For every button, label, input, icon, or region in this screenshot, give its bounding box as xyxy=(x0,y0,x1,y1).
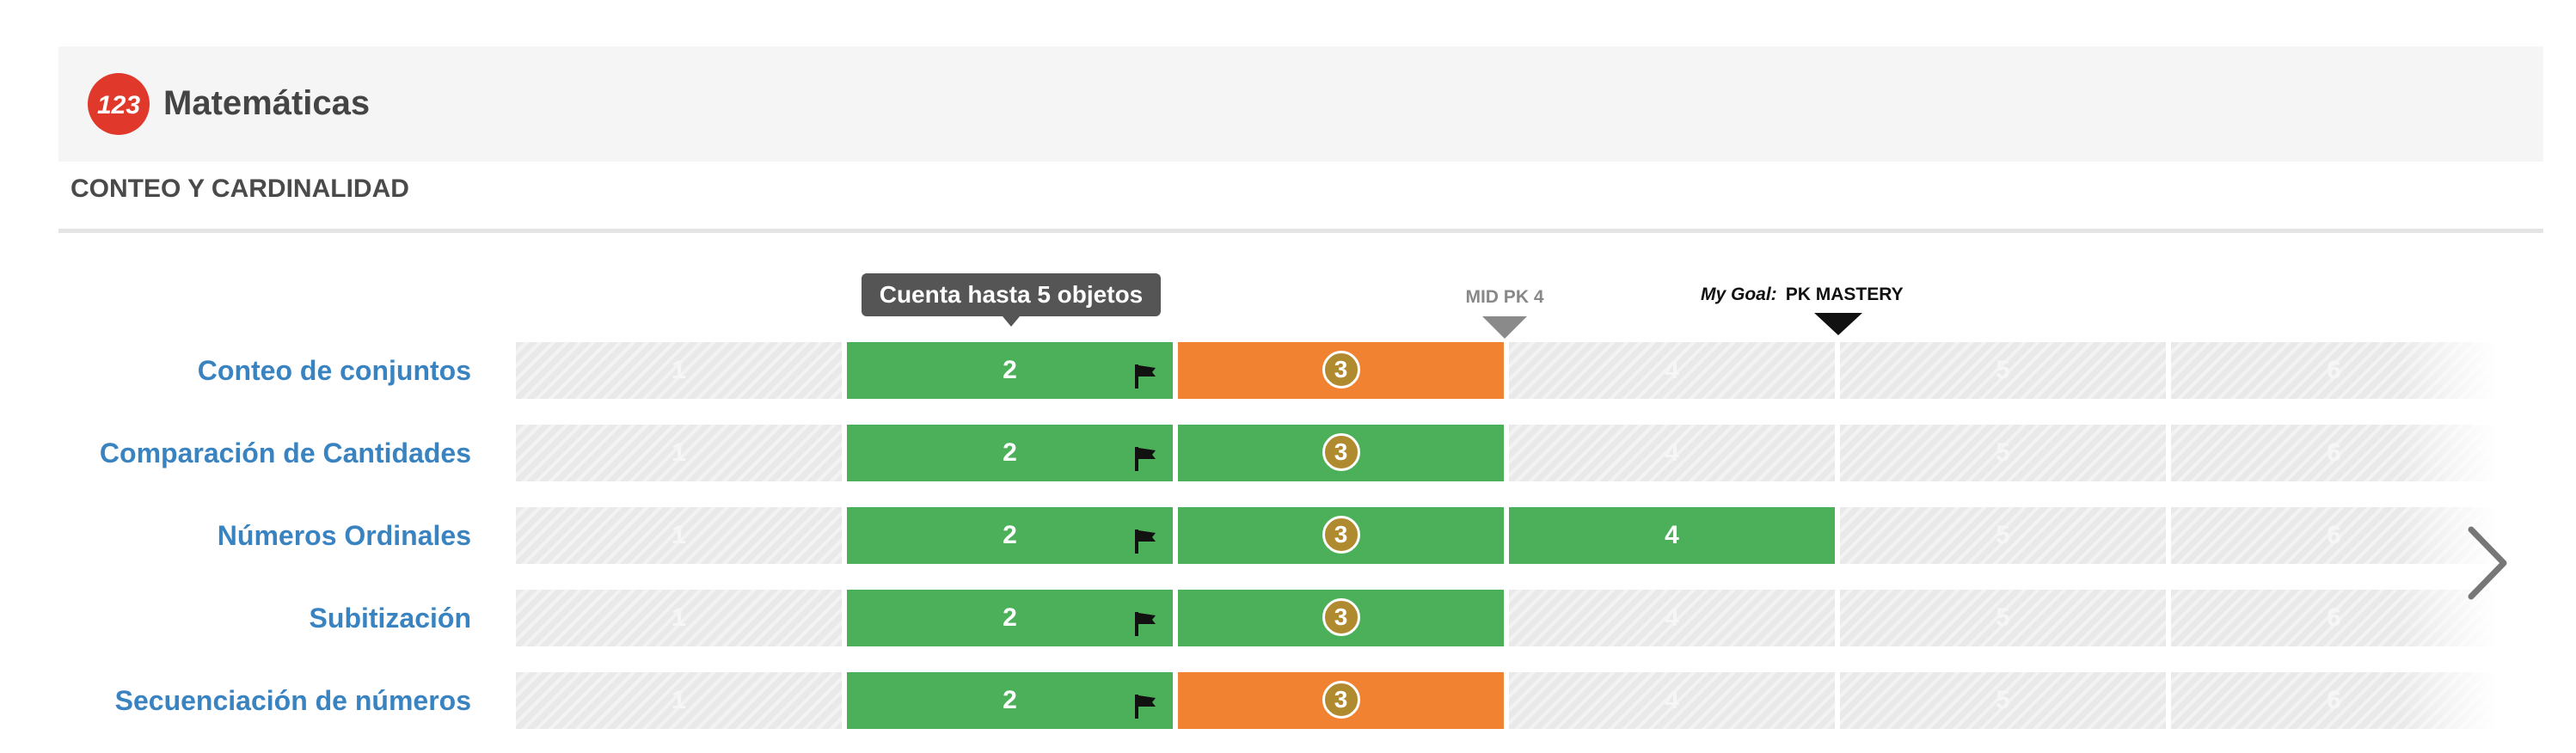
level-cell-5[interactable]: 5 xyxy=(1840,672,2166,729)
level-number: 6 xyxy=(2327,521,2341,549)
level-cell-3[interactable]: 3 xyxy=(1178,672,1504,729)
level-cell-4[interactable]: 4 xyxy=(1509,507,1835,564)
subject-title: Matemáticas xyxy=(163,84,371,122)
skill-progress-row: 1 2 3 4 5 6 xyxy=(516,425,2497,481)
level-cell-3[interactable]: 3 xyxy=(1178,507,1504,564)
level-cell-3[interactable]: 3 xyxy=(1178,342,1504,399)
goal-marker: My Goal: PK MASTERY xyxy=(1701,285,1941,305)
level-cell-5[interactable]: 5 xyxy=(1840,507,2166,564)
level-cell-4[interactable]: 4 xyxy=(1509,672,1835,729)
level-number: 5 xyxy=(1996,686,2010,714)
level-number: 1 xyxy=(672,438,686,467)
goal-marker-triangle-icon xyxy=(1814,313,1862,335)
level-cell-3[interactable]: 3 xyxy=(1178,425,1504,481)
section-title: CONTEO Y CARDINALIDAD xyxy=(71,174,409,203)
level-cell-5[interactable]: 5 xyxy=(1840,425,2166,481)
level-cell-2[interactable]: 2 xyxy=(847,425,1173,481)
level-cell-6[interactable]: 6 xyxy=(2171,590,2497,646)
current-level-number: 3 xyxy=(1322,351,1360,389)
level-number: 4 xyxy=(1665,603,1679,632)
skill-tooltip: Cuenta hasta 5 objetos xyxy=(862,273,1161,327)
level-number: 1 xyxy=(672,686,686,714)
skill-row-label[interactable]: Subitización xyxy=(309,603,471,634)
level-number: 5 xyxy=(1996,603,2010,632)
subject-header: 123 Matemáticas xyxy=(58,46,2543,162)
level-number: 5 xyxy=(1996,356,2010,384)
level-number: 5 xyxy=(1996,438,2010,467)
skill-progress-row: 1 2 3 4 5 6 xyxy=(516,342,2497,399)
level-cell-2[interactable]: 2 xyxy=(847,507,1173,564)
level-number: 4 xyxy=(1665,356,1679,384)
skill-progress-row: 1 2 3 4 5 6 xyxy=(516,590,2497,646)
level-number: 2 xyxy=(1003,438,1017,467)
section-divider xyxy=(58,229,2543,233)
current-level-number: 3 xyxy=(1322,598,1360,637)
level-cell-1[interactable]: 1 xyxy=(516,342,842,399)
level-cell-5[interactable]: 5 xyxy=(1840,590,2166,646)
level-cell-1[interactable]: 1 xyxy=(516,590,842,646)
logo-text: 123 xyxy=(97,91,140,119)
level-cell-4[interactable]: 4 xyxy=(1509,425,1835,481)
level-number: 5 xyxy=(1996,521,2010,549)
skill-row-label[interactable]: Números Ordinales xyxy=(217,520,471,551)
level-cell-4[interactable]: 4 xyxy=(1509,342,1835,399)
level-cell-6[interactable]: 6 xyxy=(2171,672,2497,729)
level-number: 6 xyxy=(2327,603,2341,632)
level-number: 2 xyxy=(1003,356,1017,384)
level-cell-1[interactable]: 1 xyxy=(516,507,842,564)
flag-icon xyxy=(1133,354,1157,389)
current-level-number: 3 xyxy=(1322,433,1360,472)
current-level-number: 3 xyxy=(1322,516,1360,554)
level-number: 2 xyxy=(1003,603,1017,632)
flag-icon xyxy=(1133,519,1157,554)
level-cell-6[interactable]: 6 xyxy=(2171,342,2497,399)
skill-row-label[interactable]: Secuenciación de números xyxy=(114,685,471,716)
level-number: 6 xyxy=(2327,438,2341,467)
level-cell-6[interactable]: 6 xyxy=(2171,425,2497,481)
current-level-number: 3 xyxy=(1322,681,1360,719)
level-number: 1 xyxy=(672,521,686,549)
level-cell-1[interactable]: 1 xyxy=(516,425,842,481)
level-number: 1 xyxy=(672,356,686,384)
mid-pk4-marker-label: MID PK 4 xyxy=(1465,287,1544,307)
level-number: 4 xyxy=(1665,686,1679,714)
level-cell-2[interactable]: 2 xyxy=(847,672,1173,729)
goal-value: PK MASTERY xyxy=(1785,285,1904,304)
level-cell-6[interactable]: 6 xyxy=(2171,507,2497,564)
level-number: 6 xyxy=(2327,686,2341,714)
level-cell-3[interactable]: 3 xyxy=(1178,590,1504,646)
level-cell-2[interactable]: 2 xyxy=(847,590,1173,646)
level-number: 2 xyxy=(1003,521,1017,549)
level-cell-2[interactable]: 2 xyxy=(847,342,1173,399)
level-number: 2 xyxy=(1003,686,1017,714)
chevron-right-icon[interactable] xyxy=(2464,524,2511,602)
skill-row-label[interactable]: Conteo de conjuntos xyxy=(197,355,471,386)
level-cell-4[interactable]: 4 xyxy=(1509,590,1835,646)
level-number: 4 xyxy=(1665,521,1679,549)
level-number: 6 xyxy=(2327,356,2341,384)
flag-icon xyxy=(1133,437,1157,471)
skill-progress-row: 1 2 3 4 5 6 xyxy=(516,672,2497,729)
skill-progress-row: 1 2 3 4 5 6 xyxy=(516,507,2497,564)
math-logo-icon: 123 xyxy=(88,73,150,135)
level-number: 4 xyxy=(1665,438,1679,467)
goal-prefix: My Goal: xyxy=(1701,285,1777,304)
level-cell-1[interactable]: 1 xyxy=(516,672,842,729)
flag-icon xyxy=(1133,602,1157,636)
flag-icon xyxy=(1133,684,1157,719)
level-cell-5[interactable]: 5 xyxy=(1840,342,2166,399)
level-number: 1 xyxy=(672,603,686,632)
mid-marker-triangle-icon xyxy=(1482,316,1527,339)
skill-row-label[interactable]: Comparación de Cantidades xyxy=(99,438,471,468)
